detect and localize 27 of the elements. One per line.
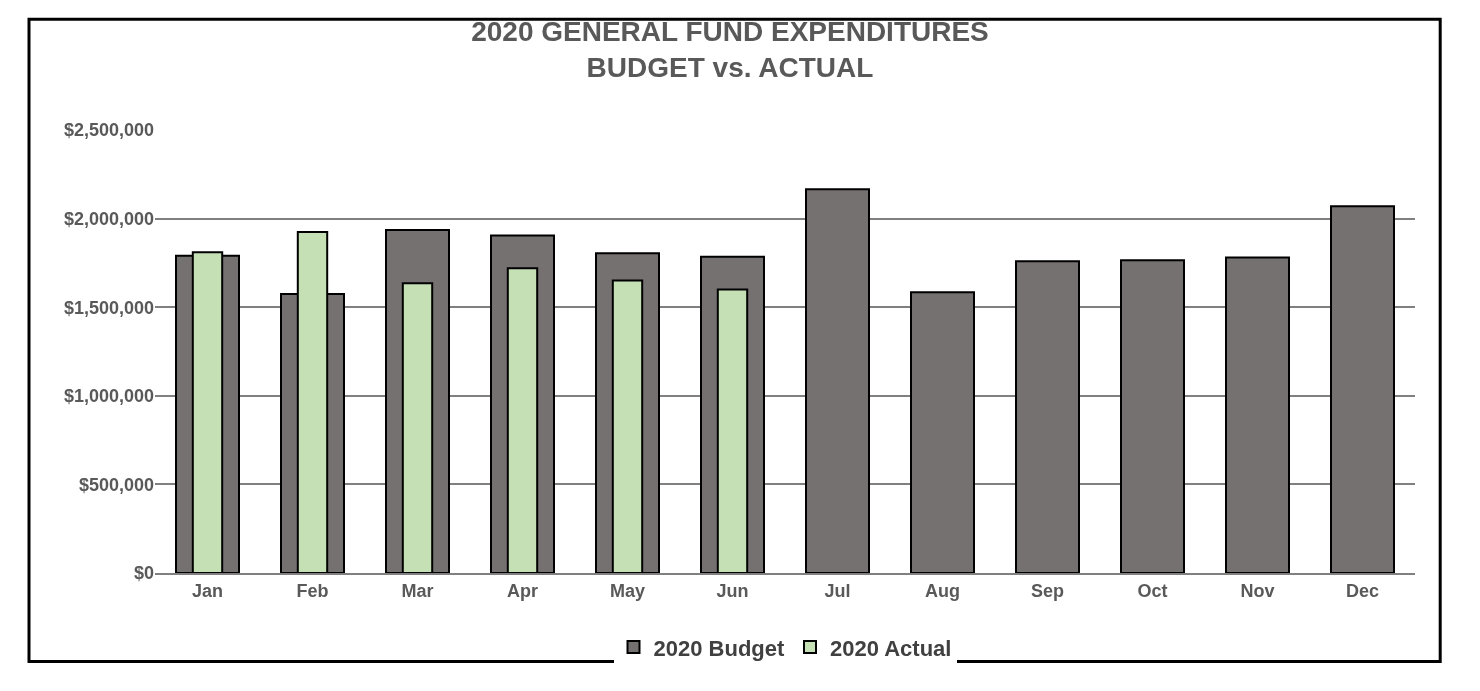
x-tick-label: Nov [1240,580,1275,601]
x-tick-label: Feb [296,580,329,601]
legend-label: 2020 Actual [829,635,952,661]
x-tick-label: Apr [507,580,538,601]
bar [1225,256,1290,573]
bar [805,188,870,573]
bar [1120,259,1185,573]
bar [910,291,975,573]
y-tick-label: $2,000,000 [63,208,154,229]
x-tick-label: Aug [925,580,960,601]
x-tick-label: Jan [191,580,224,601]
bar [1015,260,1080,573]
x-tick-label: Mar [401,580,434,601]
y-tick-label: $500,000 [78,474,154,495]
y-tick-label: $0 [133,563,154,584]
x-tick-label: Sep [1030,580,1065,601]
y-tick-label: $2,500,000 [63,120,154,141]
x-tick-label: Jun [716,580,749,601]
x-tick-label: Oct [1137,580,1168,601]
x-tick-label: Jul [824,580,851,601]
x-tick-label: Dec [1345,580,1380,601]
x-tick-label: May [609,580,646,601]
bar [1330,205,1395,573]
y-tick-label: $1,000,000 [63,386,154,407]
legend-label: 2020 Budget [653,635,785,661]
chart-title: 2020 GENERAL FUND EXPENDITURES BUDGET vs. ACTUAL [471,15,989,84]
y-tick-label: $1,500,000 [63,297,154,318]
